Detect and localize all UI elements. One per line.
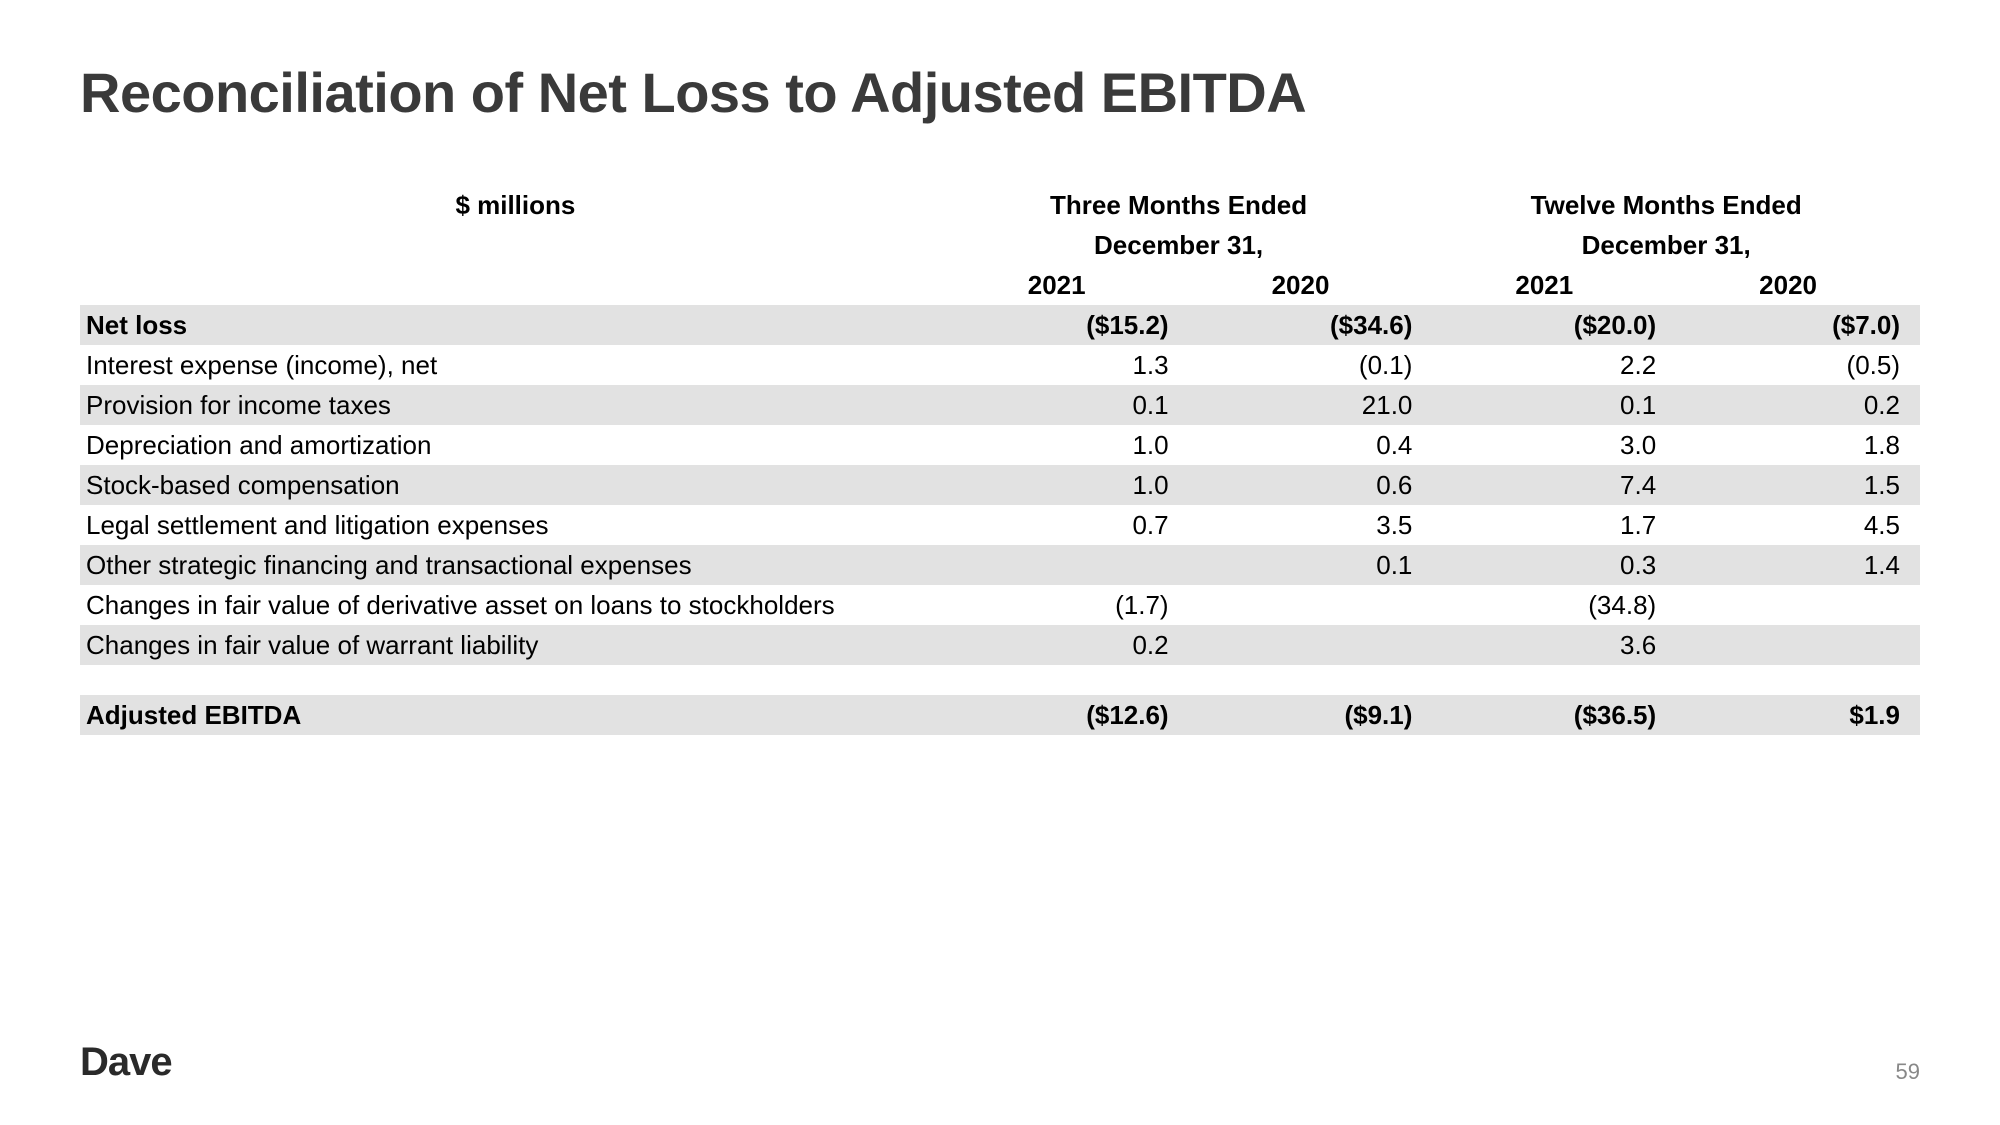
row-value: 21.0 (1189, 385, 1433, 425)
table-row: Changes in fair value of derivative asse… (80, 585, 1920, 625)
logo: Dave (80, 1040, 172, 1085)
row-value: (0.1) (1189, 345, 1433, 385)
row-value: (1.7) (945, 585, 1189, 625)
total-v1: ($12.6) (945, 695, 1189, 735)
row-value: 1.4 (1676, 545, 1920, 585)
table-row: Legal settlement and litigation expenses… (80, 505, 1920, 545)
total-v4: $1.9 (1676, 695, 1920, 735)
empty-cell (80, 265, 945, 305)
table-row: Changes in fair value of warrant liabili… (80, 625, 1920, 665)
row-value: ($20.0) (1432, 305, 1676, 345)
row-value: 2.2 (1432, 345, 1676, 385)
row-value: 0.2 (1676, 385, 1920, 425)
table-row: Interest expense (income), net1.3(0.1)2.… (80, 345, 1920, 385)
table-row: Net loss($15.2)($34.6)($20.0)($7.0) (80, 305, 1920, 345)
row-value: 3.0 (1432, 425, 1676, 465)
table-row: Other strategic financing and transactio… (80, 545, 1920, 585)
row-value: 1.8 (1676, 425, 1920, 465)
row-value: (34.8) (1432, 585, 1676, 625)
table-row: Provision for income taxes0.121.00.10.2 (80, 385, 1920, 425)
row-value: 7.4 (1432, 465, 1676, 505)
row-label: Legal settlement and litigation expenses (80, 505, 945, 545)
total-row: Adjusted EBITDA ($12.6) ($9.1) ($36.5) $… (80, 695, 1920, 735)
row-label: Net loss (80, 305, 945, 345)
slide: Reconciliation of Net Loss to Adjusted E… (0, 0, 2000, 1125)
row-value: 0.6 (1189, 465, 1433, 505)
row-value (1676, 585, 1920, 625)
data-table: $ millions Three Months Ended Twelve Mon… (80, 185, 1920, 735)
row-value: 0.2 (945, 625, 1189, 665)
row-value: 3.5 (1189, 505, 1433, 545)
reconciliation-table: $ millions Three Months Ended Twelve Mon… (80, 185, 1920, 735)
row-value: ($34.6) (1189, 305, 1433, 345)
table-row: Depreciation and amortization1.00.43.01.… (80, 425, 1920, 465)
total-v3: ($36.5) (1432, 695, 1676, 735)
row-value: 1.3 (945, 345, 1189, 385)
row-value (1189, 625, 1433, 665)
row-value: 1.0 (945, 425, 1189, 465)
date-header-row: December 31, December 31, (80, 225, 1920, 265)
row-value (945, 545, 1189, 585)
row-value: 3.6 (1432, 625, 1676, 665)
year-header-row: 2021 2020 2021 2020 (80, 265, 1920, 305)
year-col-1: 2021 (945, 265, 1189, 305)
twelve-months-header: Twelve Months Ended (1432, 185, 1920, 225)
row-value: 4.5 (1676, 505, 1920, 545)
year-col-3: 2021 (1432, 265, 1676, 305)
row-value: 0.1 (1189, 545, 1433, 585)
row-label: Changes in fair value of derivative asse… (80, 585, 945, 625)
row-value (1189, 585, 1433, 625)
row-value: 0.7 (945, 505, 1189, 545)
page-number: 59 (1896, 1059, 1920, 1085)
page-title: Reconciliation of Net Loss to Adjusted E… (80, 60, 1920, 125)
row-label: Provision for income taxes (80, 385, 945, 425)
period-header-row: $ millions Three Months Ended Twelve Mon… (80, 185, 1920, 225)
row-value: 1.0 (945, 465, 1189, 505)
row-value: 1.7 (1432, 505, 1676, 545)
empty-cell (80, 225, 945, 265)
total-label: Adjusted EBITDA (80, 695, 945, 735)
row-label: Stock-based compensation (80, 465, 945, 505)
row-label: Depreciation and amortization (80, 425, 945, 465)
three-months-date: December 31, (945, 225, 1433, 265)
row-value: 0.4 (1189, 425, 1433, 465)
row-value: ($15.2) (945, 305, 1189, 345)
row-value: (0.5) (1676, 345, 1920, 385)
year-col-2: 2020 (1189, 265, 1433, 305)
row-value: 0.1 (945, 385, 1189, 425)
total-v2: ($9.1) (1189, 695, 1433, 735)
row-label: Changes in fair value of warrant liabili… (80, 625, 945, 665)
units-label: $ millions (80, 185, 945, 225)
row-label: Interest expense (income), net (80, 345, 945, 385)
spacer-row (80, 665, 1920, 695)
table-row: Stock-based compensation1.00.67.41.5 (80, 465, 1920, 505)
twelve-months-date: December 31, (1432, 225, 1920, 265)
row-value (1676, 625, 1920, 665)
footer: Dave 59 (80, 1040, 1920, 1085)
row-value: ($7.0) (1676, 305, 1920, 345)
three-months-header: Three Months Ended (945, 185, 1433, 225)
row-value: 0.1 (1432, 385, 1676, 425)
row-value: 0.3 (1432, 545, 1676, 585)
year-col-4: 2020 (1676, 265, 1920, 305)
row-label: Other strategic financing and transactio… (80, 545, 945, 585)
row-value: 1.5 (1676, 465, 1920, 505)
